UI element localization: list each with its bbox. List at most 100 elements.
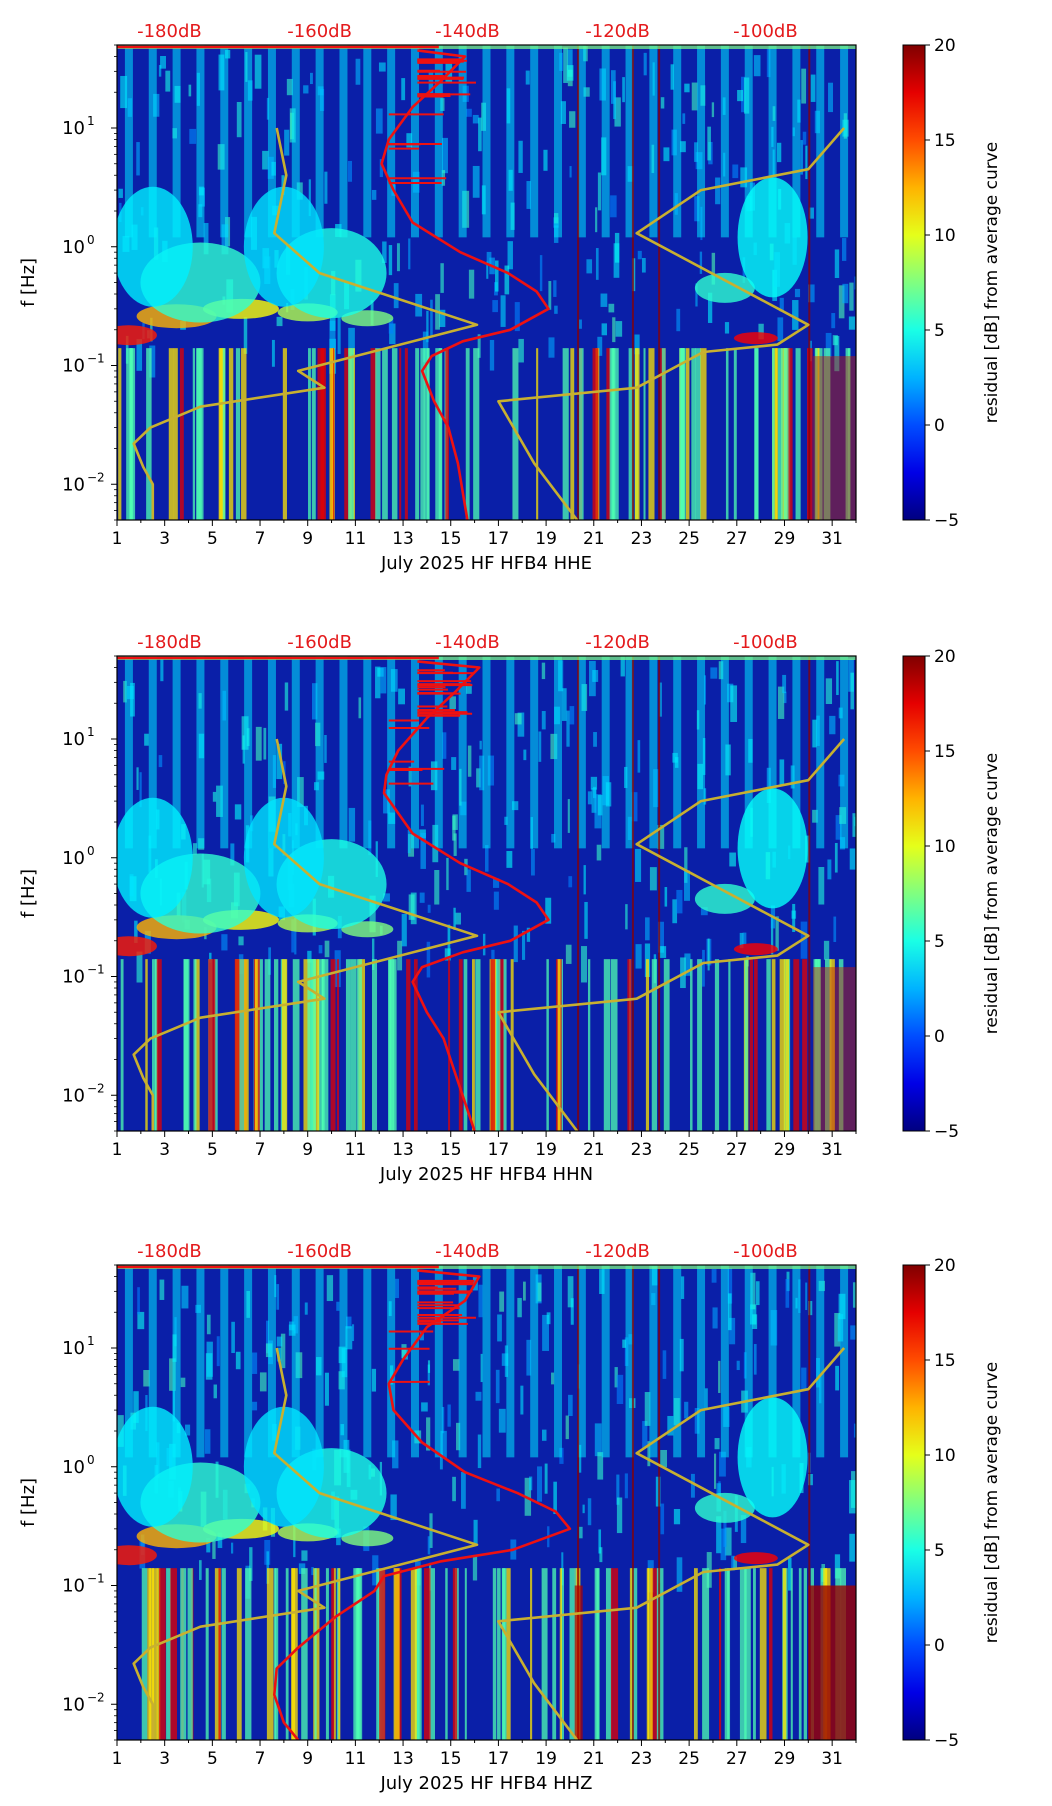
colorbar-label: residual [dB] from average curve — [982, 1362, 1002, 1643]
heatmap-speckle — [622, 1339, 627, 1348]
x-tick-label: 27 — [726, 1140, 748, 1160]
colorbar-tick-label: 0 — [934, 416, 945, 436]
heatmap-speckle — [254, 54, 262, 89]
heatmap-speckle — [427, 904, 431, 913]
heatmap-speckle — [499, 1291, 505, 1312]
heatmap-speckle — [546, 1312, 551, 1325]
heatmap-low-streak — [512, 348, 519, 520]
heatmap-event-line — [631, 45, 634, 520]
heatmap-speckle — [690, 1473, 695, 1498]
heatmap-upper-stripe — [554, 1265, 563, 1458]
heatmap-speckle — [695, 283, 698, 307]
x-tick-label: 15 — [440, 1749, 462, 1769]
y-tick-label: 10 — [62, 1085, 85, 1106]
heatmap-low-streak — [389, 959, 393, 1131]
heatmap-low-streak — [376, 1568, 381, 1740]
heatmap-speckle — [710, 667, 718, 679]
heatmap-speckle — [779, 759, 785, 786]
heatmap-low-streak — [795, 348, 801, 520]
heatmap-speckle — [406, 133, 413, 148]
heatmap-low-streak — [753, 1568, 756, 1740]
heatmap-speckle — [348, 327, 355, 355]
heatmap-speckle — [561, 688, 567, 721]
heatmap-blob — [117, 1406, 193, 1527]
db-scale-label: -180dB — [137, 21, 202, 42]
heatmap-speckle — [383, 789, 390, 814]
heatmap-speckle — [380, 667, 387, 694]
heatmap-speckle — [740, 1515, 747, 1544]
heatmap-speckle — [808, 284, 815, 303]
heatmap-speckle — [794, 288, 801, 298]
heatmap-speckle — [133, 1391, 139, 1423]
heatmap-speckle — [311, 1566, 314, 1576]
heatmap-low-streak — [429, 1568, 435, 1740]
colorbar-tick-label: 20 — [934, 36, 956, 56]
heatmap-speckle — [644, 1392, 651, 1426]
heatmap-low-streak — [766, 959, 771, 1131]
heatmap-speckle — [139, 772, 142, 808]
heatmap-speckle — [853, 1423, 856, 1438]
heatmap-blob — [733, 1552, 778, 1565]
heatmap — [117, 45, 856, 520]
y-tick-label: 10 — [62, 967, 85, 988]
colorbar-tick-label: −5 — [934, 1731, 959, 1751]
heatmap-speckle — [850, 672, 854, 710]
heatmap-upper-stripe — [530, 45, 539, 238]
heatmap-speckle — [378, 62, 386, 72]
heatmap-event-line — [658, 656, 661, 1131]
heatmap-speckle — [311, 683, 318, 720]
heatmap-speckle — [230, 1542, 234, 1554]
heatmap-speckle — [595, 207, 598, 233]
heatmap-speckle — [731, 1555, 735, 1571]
heatmap-low-streak — [629, 1568, 633, 1740]
heatmap-speckle — [485, 845, 489, 872]
heatmap-speckle — [849, 1480, 856, 1514]
heatmap-low-streak — [650, 1568, 658, 1740]
heatmap-speckle — [836, 661, 839, 696]
colorbar-tick-label: 20 — [934, 1256, 956, 1276]
heatmap-speckle — [303, 85, 309, 94]
x-tick-label: 11 — [345, 1140, 367, 1160]
x-tick-label: 7 — [255, 1749, 266, 1769]
db-scale-label: -180dB — [137, 1241, 202, 1262]
heatmap-low-streak — [631, 1568, 638, 1740]
heatmap-speckle — [548, 281, 552, 310]
heatmap-speckle — [838, 285, 845, 319]
heatmap-speckle — [192, 843, 197, 855]
heatmap-speckle — [587, 1498, 592, 1526]
heatmap-speckle — [439, 1453, 443, 1470]
heatmap-speckle — [466, 869, 471, 892]
heatmap-speckle — [712, 1307, 718, 1329]
heatmap-low-streak — [744, 1568, 751, 1740]
heatmap-speckle — [160, 56, 166, 69]
heatmap-speckle — [569, 706, 575, 725]
heatmap-low-streak — [214, 1568, 221, 1740]
heatmap-speckle — [523, 749, 527, 761]
heatmap-speckle — [355, 58, 361, 85]
db-scale-label: -160dB — [287, 1241, 352, 1262]
heatmap-speckle — [667, 1415, 674, 1436]
heatmap-low-streak — [785, 959, 790, 1131]
heatmap-speckle — [541, 711, 546, 730]
heatmap-low-streak — [719, 1568, 722, 1740]
heatmap-low-streak — [569, 1568, 577, 1740]
heatmap-speckle — [783, 691, 787, 704]
heatmap-speckle — [664, 887, 668, 907]
heatmap-speckle — [849, 1533, 855, 1562]
x-tick-label: 17 — [488, 1140, 510, 1160]
heatmap-low-streak — [603, 959, 611, 1131]
heatmap-speckle — [670, 64, 674, 90]
heatmap-blob — [733, 943, 778, 956]
heatmap-speckle — [209, 952, 212, 963]
heatmap-speckle — [477, 1434, 482, 1469]
heatmap-low-streak — [303, 959, 311, 1131]
heatmap-upper-stripe — [458, 45, 467, 238]
heatmap-low-streak — [393, 1568, 400, 1740]
y-tick-exponent: 0 — [87, 233, 95, 247]
heatmap-speckle — [472, 165, 480, 198]
colorbar-tick-label: 15 — [934, 1351, 956, 1371]
heatmap-speckle — [631, 792, 638, 822]
heatmap-speckle — [159, 1279, 165, 1300]
colorbar-tick-label: 20 — [934, 647, 956, 667]
heatmap-speckle — [550, 733, 558, 760]
